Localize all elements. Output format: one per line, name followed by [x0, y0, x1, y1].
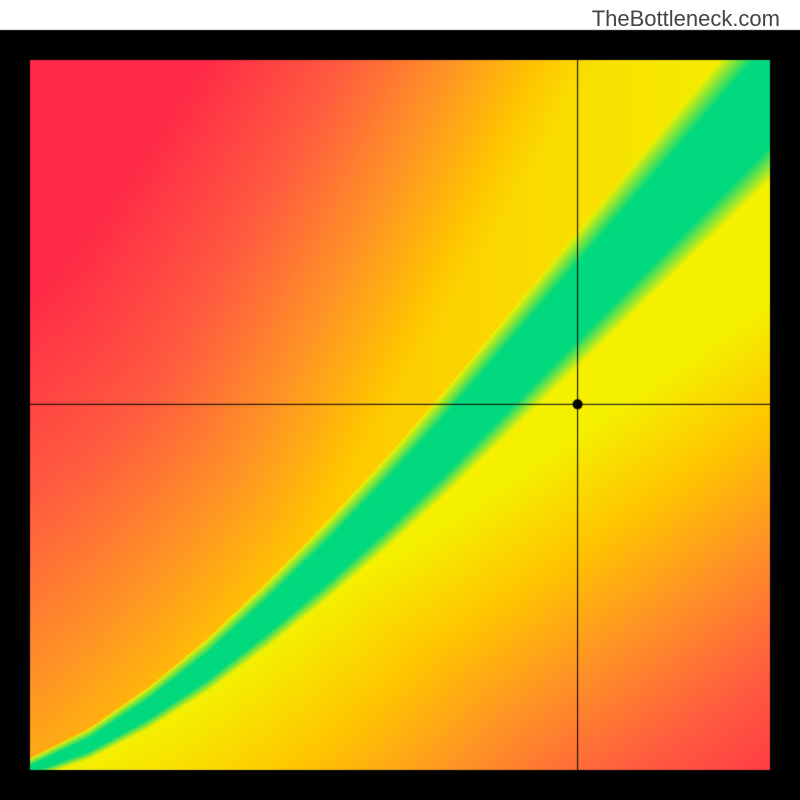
watermark-text: TheBottleneck.com [592, 6, 780, 32]
chart-container: TheBottleneck.com [0, 0, 800, 800]
heatmap-canvas [0, 0, 800, 800]
